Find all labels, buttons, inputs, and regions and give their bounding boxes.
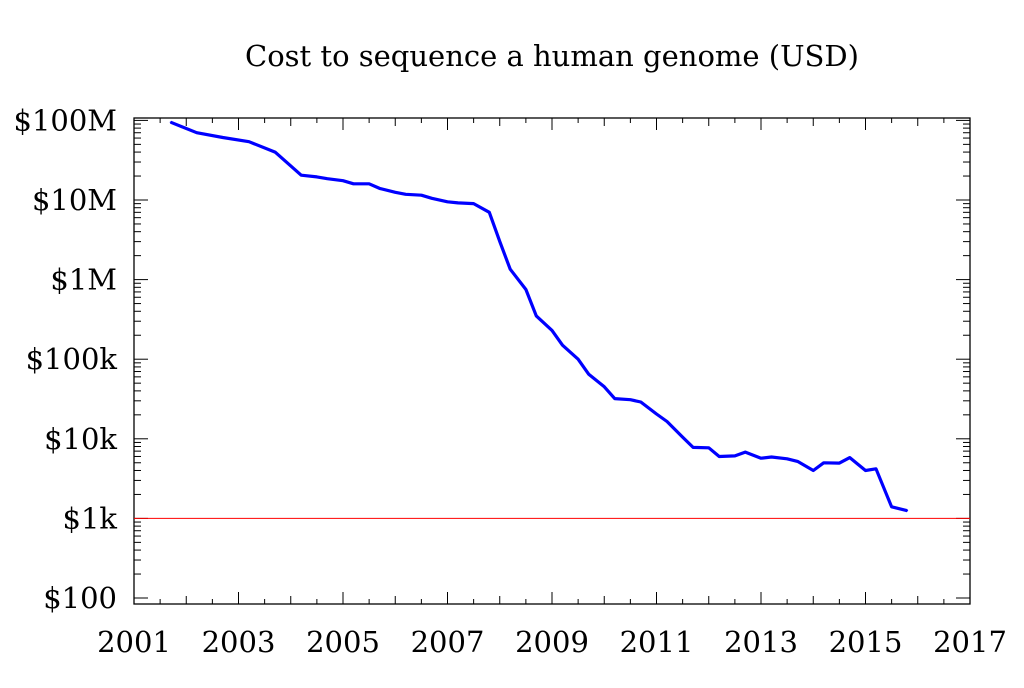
y-tick-label: $100k xyxy=(26,342,118,376)
series-point xyxy=(770,456,773,458)
series-point xyxy=(457,202,459,204)
series-point xyxy=(796,460,799,463)
series-point xyxy=(300,174,303,176)
x-tick-label: 2007 xyxy=(411,625,485,659)
x-tick-label: 2001 xyxy=(97,625,171,659)
x-tick-label: 2011 xyxy=(620,625,694,659)
series-point xyxy=(378,187,381,190)
chart-title: Cost to sequence a human genome (USD) xyxy=(245,39,859,73)
series-point xyxy=(822,461,825,464)
series-point xyxy=(404,193,407,196)
series-point xyxy=(368,182,370,185)
y-tick-label: $1k xyxy=(63,501,118,535)
x-tick-label: 2017 xyxy=(933,625,1007,659)
series-point xyxy=(222,136,224,139)
series-point xyxy=(707,447,710,449)
series-point xyxy=(613,397,616,400)
series-point xyxy=(316,176,318,178)
series-point xyxy=(446,200,449,203)
series-point xyxy=(535,315,538,317)
y-tick-label: $10k xyxy=(44,422,117,456)
series-point xyxy=(849,456,851,459)
y-tick-label: $100 xyxy=(43,581,117,615)
y-tick-label: $100M xyxy=(14,103,118,137)
y-tick-label: $10M xyxy=(32,183,117,217)
series-point xyxy=(603,386,606,388)
series-point xyxy=(786,458,788,460)
series-point xyxy=(561,344,564,346)
series-point xyxy=(906,509,909,512)
series-point xyxy=(718,455,720,458)
series-point xyxy=(274,151,276,153)
y-tick-label: $1M xyxy=(50,263,117,297)
series-point xyxy=(551,329,553,332)
series-point xyxy=(248,140,250,143)
x-tick-label: 2003 xyxy=(202,625,276,659)
series-point xyxy=(509,268,512,271)
series-point xyxy=(629,398,632,401)
series-point xyxy=(744,451,747,453)
series-point xyxy=(692,446,694,449)
series-point xyxy=(587,373,590,375)
x-tick-label: 2015 xyxy=(829,625,903,659)
series-point xyxy=(681,436,684,438)
x-tick-label: 2009 xyxy=(515,625,589,659)
series-point xyxy=(577,358,579,361)
series-point xyxy=(760,457,762,460)
series-point xyxy=(431,197,433,200)
plot-area-frame xyxy=(133,117,971,605)
series-point xyxy=(640,401,642,403)
series-point xyxy=(666,420,668,423)
series-line-cost xyxy=(170,120,908,513)
x-tick-label: 2013 xyxy=(724,625,798,659)
series-point xyxy=(326,177,329,180)
series-point xyxy=(890,505,893,508)
series-point xyxy=(352,182,355,185)
series-point xyxy=(734,455,736,457)
series-point xyxy=(875,467,877,470)
series-point xyxy=(838,462,841,464)
series-point xyxy=(498,240,501,243)
series-point xyxy=(169,121,172,123)
series-point xyxy=(812,469,815,472)
series-point xyxy=(195,131,198,134)
series-point xyxy=(420,194,423,196)
series-point xyxy=(864,469,867,472)
series-point xyxy=(342,179,344,182)
series-point xyxy=(394,191,397,194)
series-point xyxy=(472,202,475,205)
series-point xyxy=(525,288,527,291)
series-point xyxy=(488,211,491,214)
series-point xyxy=(655,413,658,415)
x-tick-label: 2005 xyxy=(306,625,380,659)
